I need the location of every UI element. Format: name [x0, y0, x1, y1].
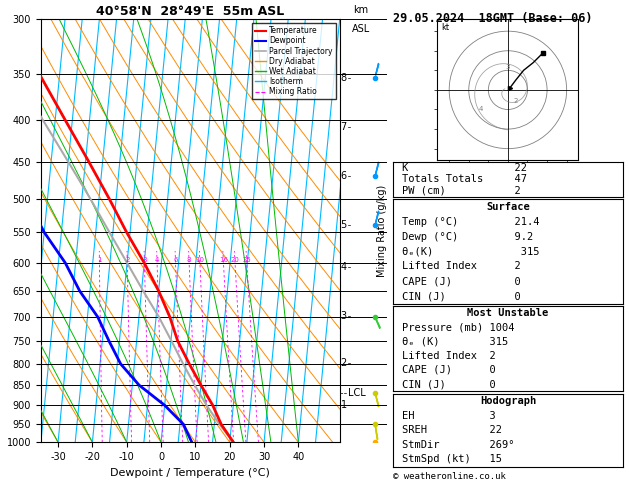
Legend: Temperature, Dewpoint, Parcel Trajectory, Dry Adiabat, Wet Adiabat, Isotherm, Mi: Temperature, Dewpoint, Parcel Trajectory… — [252, 23, 336, 99]
Text: 10: 10 — [196, 257, 204, 263]
Text: 3: 3 — [506, 64, 510, 69]
Text: CIN (J)       0: CIN (J) 0 — [403, 379, 496, 389]
Text: CIN (J)           0: CIN (J) 0 — [403, 291, 521, 301]
Text: Lifted Index  2: Lifted Index 2 — [403, 351, 496, 361]
Text: K                 22: K 22 — [403, 163, 527, 173]
Text: kt: kt — [442, 23, 450, 33]
Text: 3: 3 — [341, 312, 347, 322]
Text: CAPE (J)      0: CAPE (J) 0 — [403, 365, 496, 375]
Text: 4: 4 — [155, 257, 159, 263]
Text: 6: 6 — [174, 257, 178, 263]
Text: SREH          22: SREH 22 — [403, 425, 503, 435]
Text: 2: 2 — [340, 358, 347, 368]
Text: Totals Totals     47: Totals Totals 47 — [403, 174, 527, 184]
Text: CAPE (J)          0: CAPE (J) 0 — [403, 277, 521, 286]
Text: 20: 20 — [231, 257, 240, 263]
Text: Hodograph: Hodograph — [480, 396, 536, 406]
Text: 25: 25 — [242, 257, 251, 263]
Text: 7: 7 — [340, 122, 347, 132]
Text: Surface: Surface — [486, 202, 530, 212]
Text: ASL: ASL — [352, 24, 370, 34]
Text: 2: 2 — [513, 98, 518, 104]
Text: Dewp (°C)         9.2: Dewp (°C) 9.2 — [403, 231, 533, 242]
Text: θₑ (K)        315: θₑ (K) 315 — [403, 337, 509, 347]
Text: 3: 3 — [142, 257, 147, 263]
Text: Lifted Index      2: Lifted Index 2 — [403, 261, 521, 272]
Title: 40°58'N  28°49'E  55m ASL: 40°58'N 28°49'E 55m ASL — [96, 5, 284, 18]
Text: StmSpd (kt)   15: StmSpd (kt) 15 — [403, 454, 503, 464]
Text: 4: 4 — [479, 106, 483, 112]
Text: 8: 8 — [187, 257, 191, 263]
Text: 1: 1 — [341, 400, 347, 410]
Text: 1: 1 — [97, 257, 102, 263]
Text: © weatheronline.co.uk: © weatheronline.co.uk — [393, 472, 506, 481]
Text: 6: 6 — [341, 172, 347, 181]
Y-axis label: hPa: hPa — [0, 221, 1, 241]
Text: PW (cm)           2: PW (cm) 2 — [403, 186, 521, 196]
Text: 5: 5 — [340, 220, 347, 230]
Text: 4: 4 — [341, 262, 347, 272]
Text: EH            3: EH 3 — [403, 411, 496, 420]
Text: Temp (°C)         21.4: Temp (°C) 21.4 — [403, 217, 540, 226]
Text: Mixing Ratio (g/kg): Mixing Ratio (g/kg) — [377, 185, 387, 277]
Text: θₑ(K)              315: θₑ(K) 315 — [403, 246, 540, 257]
Text: km: km — [353, 5, 369, 15]
Text: Most Unstable: Most Unstable — [467, 308, 548, 318]
Text: Pressure (mb) 1004: Pressure (mb) 1004 — [403, 322, 515, 332]
Text: 16: 16 — [219, 257, 228, 263]
Text: 8: 8 — [341, 72, 347, 83]
X-axis label: Dewpoint / Temperature (°C): Dewpoint / Temperature (°C) — [110, 468, 270, 478]
Text: LCL: LCL — [348, 387, 366, 398]
Text: 29.05.2024  18GMT (Base: 06): 29.05.2024 18GMT (Base: 06) — [393, 12, 593, 25]
Text: StmDir        269°: StmDir 269° — [403, 440, 515, 450]
Text: 2: 2 — [125, 257, 130, 263]
